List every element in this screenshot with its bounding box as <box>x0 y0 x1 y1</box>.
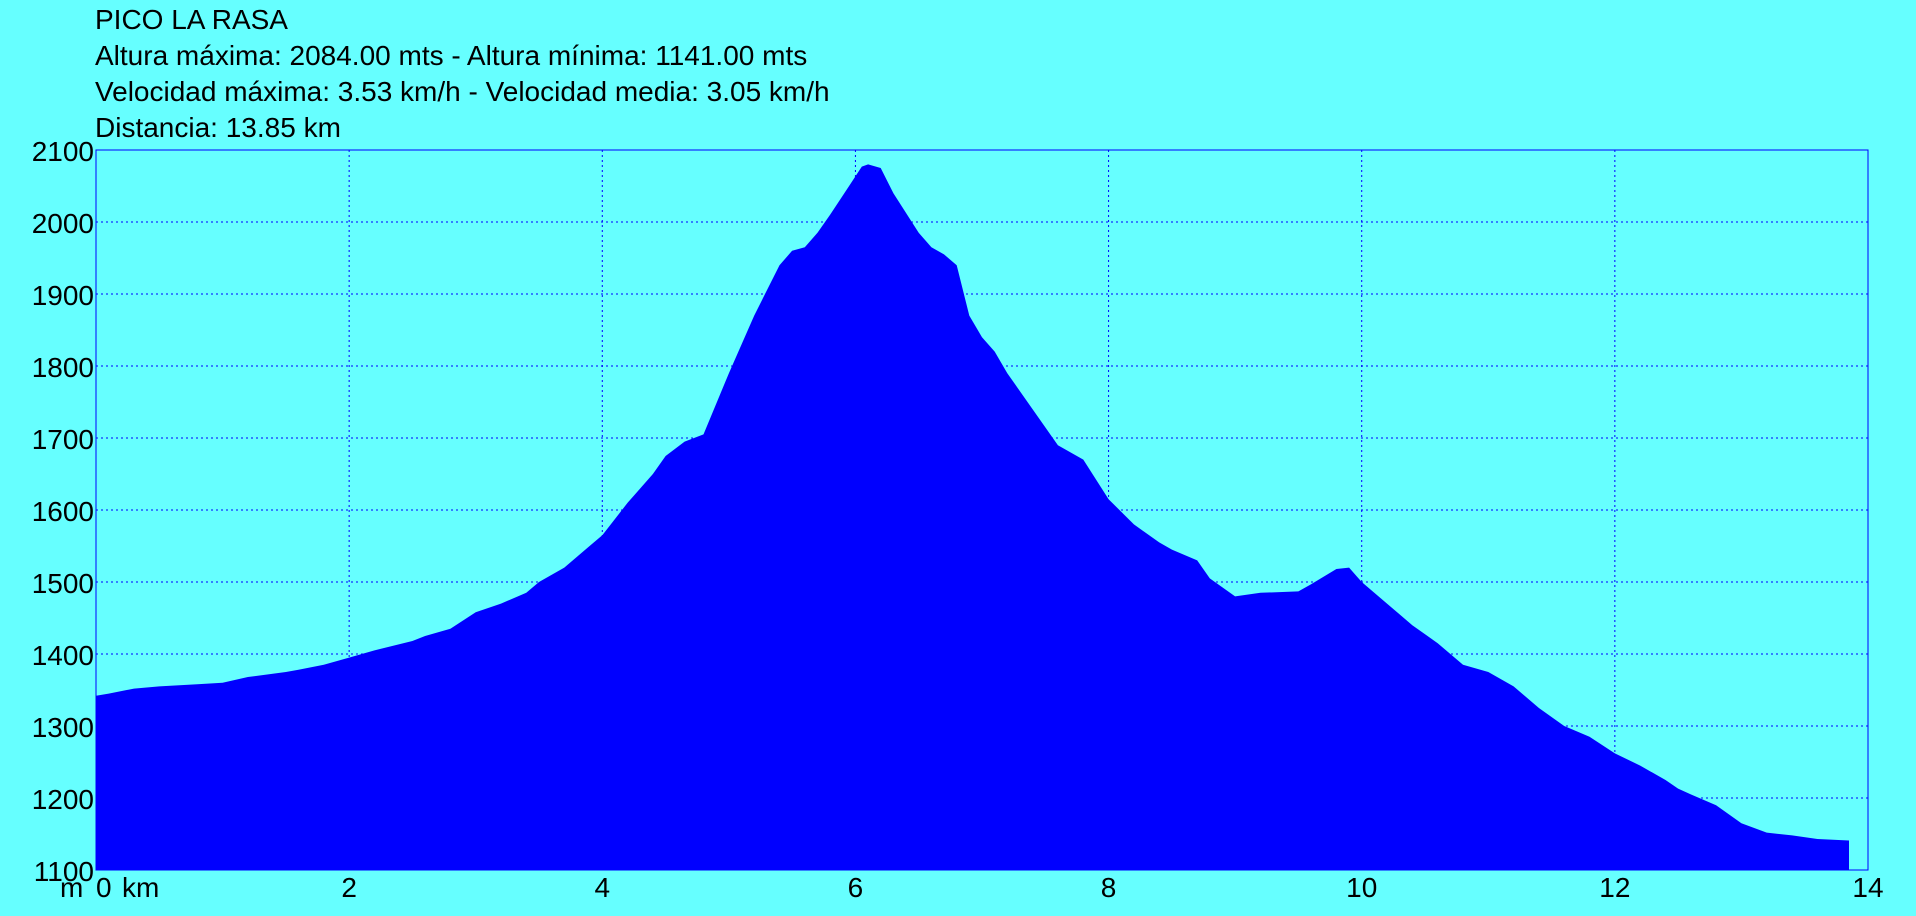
y-axis-unit-label: m <box>60 872 83 903</box>
chart-header: PICO LA RASA Altura máxima: 2084.00 mts … <box>95 2 830 146</box>
chart-title: PICO LA RASA <box>95 4 288 35</box>
speed-summary: Velocidad máxima: 3.53 km/h - Velocidad … <box>95 76 830 107</box>
x-tick-label: 2 <box>341 872 357 903</box>
x-tick-label: 14 <box>1852 872 1883 903</box>
y-tick-label: 1100 <box>34 856 94 887</box>
x-tick-label: 0 <box>96 872 112 903</box>
plot-frame <box>95 149 1869 871</box>
y-tick-label: 1800 <box>32 352 94 383</box>
y-tick-label: 1200 <box>32 784 94 815</box>
x-axis: 0 2 4 6 8 10 12 14 <box>96 872 1884 903</box>
altitude-summary: Altura máxima: 2084.00 mts - Altura míni… <box>95 40 808 71</box>
x-tick-label: 6 <box>848 872 864 903</box>
y-tick-label: 1900 <box>32 280 94 311</box>
x-tick-label: 8 <box>1101 872 1117 903</box>
elevation-area <box>96 164 1849 870</box>
y-tick-label: 1300 <box>32 712 94 743</box>
x-tick-label: 10 <box>1346 872 1377 903</box>
y-tick-label: 2100 <box>32 136 94 167</box>
x-axis-unit-label: km <box>122 872 159 903</box>
x-tick-label: 12 <box>1599 872 1630 903</box>
y-axis: 1100 1200 1300 1400 1500 1600 1700 1800 1900 2000… <box>32 136 94 887</box>
y-tick-label: 1500 <box>32 568 94 599</box>
y-tick-label: 2000 <box>32 208 94 239</box>
y-tick-label: 1700 <box>32 424 94 455</box>
distance-summary: Distancia: 13.85 km <box>95 112 341 143</box>
y-tick-label: 1400 <box>32 640 94 671</box>
y-tick-label: 1600 <box>32 496 94 527</box>
x-tick-label: 4 <box>594 872 610 903</box>
